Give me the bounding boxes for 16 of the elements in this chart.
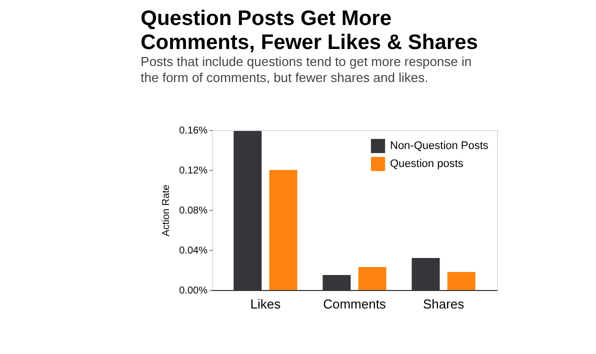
bar <box>447 272 476 290</box>
y-tick-label: 0.12% <box>179 166 208 176</box>
y-axis-title: Action Rate <box>161 184 172 236</box>
legend-label: Non-Question Posts <box>390 140 489 152</box>
x-tick-label: Shares <box>422 296 465 312</box>
x-tick-label: Comments <box>323 296 386 312</box>
y-tick-label: 0.16% <box>179 126 208 136</box>
y-tick-label: 0.04% <box>179 246 208 256</box>
chart-title: Question Posts Get More Comments, Fewer Likes & Shares <box>140 7 478 54</box>
chart-subtitle: Posts that include questions tend to get more response in the form of comments, but fewer shares and likes. <box>140 54 472 85</box>
bar <box>358 267 386 290</box>
y-tick-label: 0.00% <box>179 286 208 296</box>
bar <box>269 170 298 290</box>
y-tick-label: 0.08% <box>179 206 208 216</box>
legend-label: Question posts <box>390 158 464 170</box>
x-tick-label: Likes <box>250 296 282 312</box>
